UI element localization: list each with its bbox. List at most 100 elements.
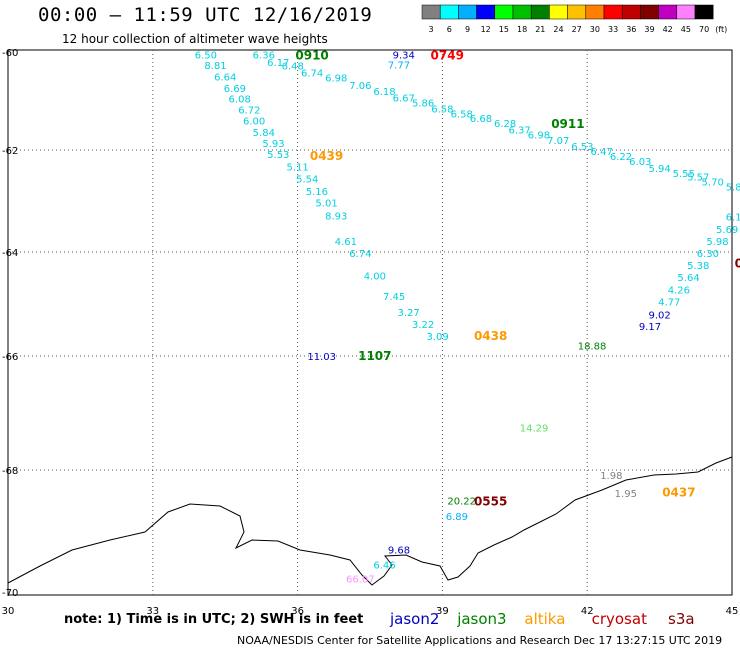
scale-tick-label: 3 — [429, 25, 434, 34]
wave-height-label: 5.01 — [315, 199, 337, 210]
wave-height-label: 5.55 — [673, 169, 695, 180]
longitude-tick-label: 39 — [436, 606, 449, 617]
pass-time-label: 1107 — [358, 349, 391, 363]
wave-height-label: 6.53 — [571, 142, 593, 153]
wave-height-label: 5.86 — [412, 98, 434, 109]
scale-tick-label: 6 — [447, 25, 452, 34]
coastline — [7, 456, 733, 586]
color-swatch — [694, 4, 714, 20]
legend-cryosat: cryosat — [591, 610, 647, 628]
latitude-tick-label: -70 — [2, 588, 18, 599]
wave-height-label: 18.88 — [578, 342, 607, 353]
pass-time-label: 0749 — [431, 48, 464, 62]
wave-height-label: 4.00 — [364, 271, 386, 282]
scale-tick-label: 33 — [608, 25, 618, 34]
scale-unit-label: (ft) — [715, 25, 727, 34]
scale-tick-label: 12 — [481, 25, 491, 34]
scale-tick-label: 42 — [663, 25, 673, 34]
wave-height-label: 7.77 — [388, 60, 410, 71]
scale-tick-label: 30 — [590, 25, 600, 34]
credit-line: NOAA/NESDIS Center for Satellite Applica… — [237, 634, 723, 647]
wave-height-label: 9.68 — [388, 545, 410, 556]
wave-height-label: 8.81 — [204, 61, 226, 72]
wave-height-label: 6.89 — [446, 512, 468, 523]
scale-tick-label: 45 — [681, 25, 691, 34]
wave-height-label: 3.09 — [426, 332, 448, 343]
wave-height-label: 6.98 — [325, 73, 347, 84]
wave-height-label: 6.37 — [508, 125, 530, 136]
wave-height-label: 3.22 — [412, 320, 434, 331]
wave-height-label: 6.46 — [373, 561, 395, 572]
wave-height-label: 8.93 — [325, 211, 347, 222]
wave-height-label: 6.36 — [253, 50, 275, 61]
wave-height-label: 5.98 — [706, 237, 728, 248]
wave-height-label: 6.50 — [195, 50, 217, 61]
wave-height-label: 6.17 — [267, 58, 289, 69]
legend-jason2: jason2 — [390, 610, 440, 628]
wave-height-label: 6.22 — [610, 152, 632, 163]
latitude-tick-label: -62 — [2, 146, 18, 157]
wave-height-label: 5.93 — [262, 139, 284, 150]
pass-time-label: 0438 — [474, 329, 507, 343]
scale-tick-label: 18 — [517, 25, 527, 34]
pass-time-label: 0911 — [551, 117, 584, 131]
wave-height-label: 6.08 — [229, 95, 251, 106]
wave-height-label: 6.18 — [373, 87, 395, 98]
wave-height-label: 5.16 — [306, 187, 328, 198]
wave-height-label: 4.26 — [668, 285, 690, 296]
longitude-tick-label: 45 — [726, 606, 739, 617]
legend-altika: altika — [524, 610, 566, 628]
scale-tick-label: 15 — [499, 25, 509, 34]
color-scale-bar: 3 6 9 12 15 18 21 24 27 30 33 36 39 42 45 70 (ft) — [421, 4, 727, 34]
scale-tick-label: 36 — [626, 25, 636, 34]
pass-time-label: 0554 — [735, 256, 740, 270]
wave-height-label: 9.34 — [393, 50, 415, 61]
wave-height-label: 6.47 — [591, 147, 613, 158]
legend-s3a: s3a — [668, 610, 695, 628]
wave-height-label: 6.69 — [224, 84, 246, 95]
pass-time-label: 0910 — [295, 48, 328, 62]
wave-height-label: 6.74 — [349, 249, 371, 260]
wave-height-label: 5.54 — [296, 175, 318, 186]
longitude-tick-label: 30 — [2, 606, 15, 617]
wave-height-label: 5.53 — [267, 150, 289, 161]
wave-height-label: 3.27 — [397, 308, 419, 319]
map-frame — [7, 49, 733, 596]
latitude-tick-label: -66 — [2, 352, 18, 363]
wave-height-label: 7.07 — [547, 136, 569, 147]
wave-height-label: 5.80 — [726, 183, 740, 194]
wave-height-label: 6.28 — [494, 119, 516, 130]
longitude-tick-label: 33 — [146, 606, 159, 617]
legend-jason3: jason3 — [457, 610, 507, 628]
wave-height-label: 6.58 — [431, 104, 453, 115]
wave-height-label: 6.58 — [451, 109, 473, 120]
wave-height-label: 5.69 — [716, 225, 738, 236]
wave-height-label: 14.29 — [520, 423, 549, 434]
scale-tick-label: 39 — [644, 25, 654, 34]
scale-tick-label: 24 — [553, 25, 563, 34]
longitude-tick-label: 36 — [291, 606, 304, 617]
wave-height-label: 4.61 — [335, 237, 357, 248]
wave-height-label: 5.84 — [253, 128, 275, 139]
wave-height-label: 6.67 — [393, 94, 415, 105]
footnote: note: 1) Time is in UTC; 2) SWH is in fe… — [64, 612, 364, 627]
wave-height-label: 66.07 — [346, 575, 375, 586]
wave-height-label: 9.17 — [639, 322, 661, 333]
wave-height-label: 6.00 — [243, 117, 265, 128]
wave-height-label: 1.95 — [615, 489, 637, 500]
wave-height-label: 6.19 — [726, 212, 740, 223]
scale-tick-label: 27 — [572, 25, 582, 34]
wave-height-label: 6.03 — [629, 157, 651, 168]
latitude-tick-label: -68 — [2, 466, 18, 477]
wave-height-label: 1.98 — [600, 471, 622, 482]
latitude-tick-label: -60 — [2, 48, 18, 59]
wave-height-label: 6.68 — [470, 114, 492, 125]
wave-height-label: 5.38 — [687, 261, 709, 272]
wave-height-label: 7.45 — [383, 292, 405, 303]
page-title: 00:00 – 11:59 UTC 12/16/2019 — [38, 4, 373, 26]
wave-height-label: 5.94 — [648, 164, 670, 175]
scale-tick-label: 70 — [699, 25, 709, 34]
wave-height-label: 6.64 — [214, 73, 236, 84]
